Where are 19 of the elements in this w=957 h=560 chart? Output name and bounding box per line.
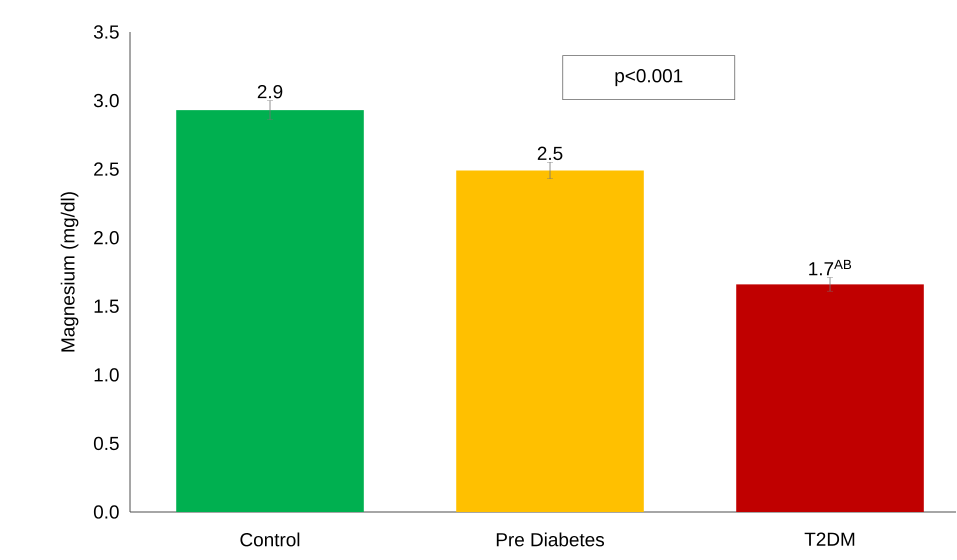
y-axis-title: Magnesium (mg/dl) [60,192,78,352]
bar [456,170,644,512]
y-tick-label: 0.0 [94,505,119,519]
y-tick-label: 3.5 [94,25,119,39]
x-tick-label: Pre Diabetes [496,532,604,546]
y-tick-label: 3.0 [94,94,119,108]
x-tick-label: Control [240,532,300,546]
annotation: p<0.001 [615,69,682,86]
y-tick-label: 2.5 [94,162,119,176]
bar [736,284,924,512]
y-tick-label: 2.0 [94,231,119,244]
data-label: 1.7$^{AB}$ [809,260,852,276]
y-tick-label: 0.5 [94,436,119,450]
x-tick-label: T2DM [804,532,854,546]
y-tick-label: 1.0 [94,368,119,382]
y-tick-label: 1.5 [94,300,119,313]
data-label: 2.9 [258,84,282,98]
data-label: 2.5 [538,146,562,160]
bar [176,110,364,512]
